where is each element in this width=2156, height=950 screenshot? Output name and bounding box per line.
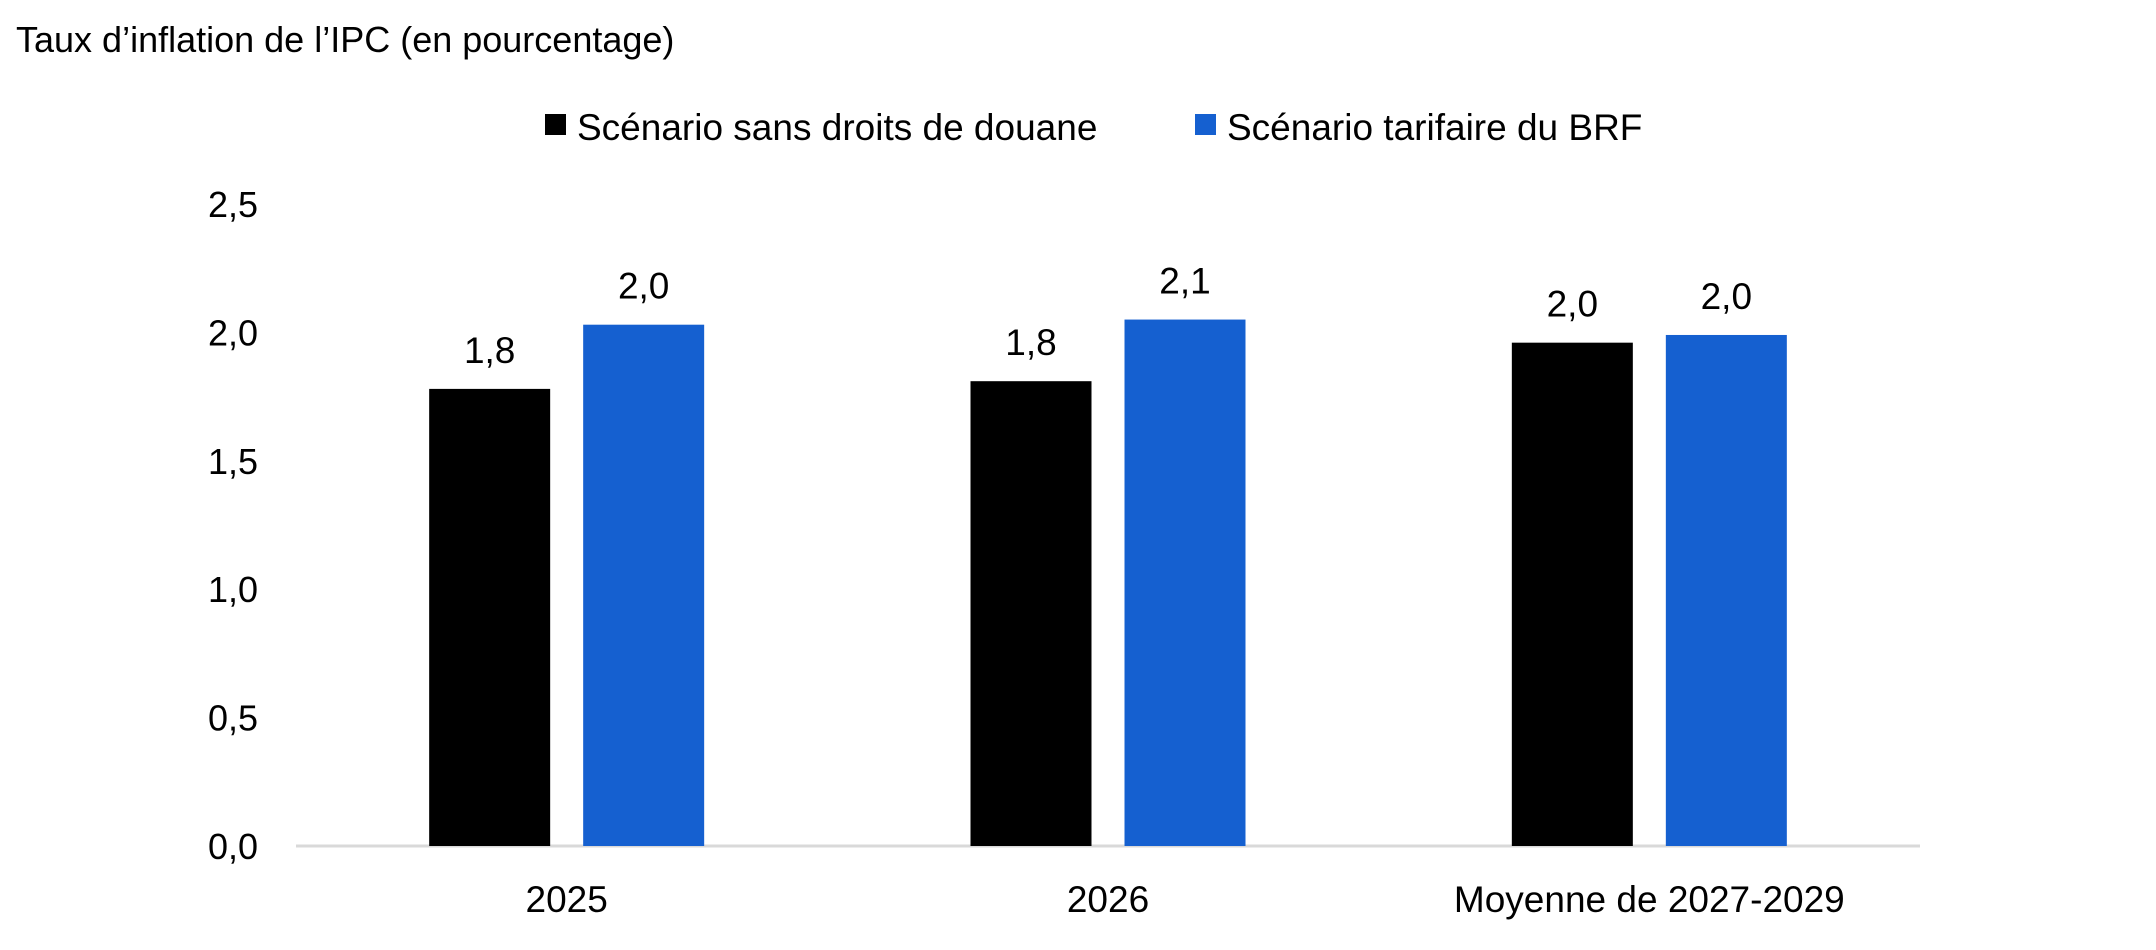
bar-data-label: 2,1 xyxy=(1159,261,1210,302)
legend-label-series-1: Scénario sans droits de douane xyxy=(577,107,1097,148)
x-axis-labels: 2025 2026 Moyenne de 2027-2029 xyxy=(526,879,1845,920)
bar-sans-droits xyxy=(970,381,1092,846)
bar-data-label: 2,0 xyxy=(618,266,669,307)
bar-data-label: 2,0 xyxy=(1701,276,1752,317)
x-category-label: Moyenne de 2027-2029 xyxy=(1454,879,1845,920)
x-category-label: 2026 xyxy=(1067,879,1149,920)
bar-tarifaire-brf xyxy=(1665,334,1787,846)
bar-data-label: 2,0 xyxy=(1547,284,1598,325)
data-labels: 1,8 2,0 1,8 2,1 2,0 2,0 xyxy=(464,261,1752,371)
y-tick-label: 0,0 xyxy=(208,826,258,867)
bar-sans-droits xyxy=(1511,342,1633,846)
legend: Scénario sans droits de douane Scénario … xyxy=(545,107,1642,148)
y-tick-label: 2,5 xyxy=(208,184,258,225)
legend-label-series-2: Scénario tarifaire du BRF xyxy=(1227,107,1642,148)
y-tick-label: 0,5 xyxy=(208,698,258,739)
y-tick-label: 1,5 xyxy=(208,441,258,482)
y-axis-title: Taux d’inflation de l’IPC (en pourcentag… xyxy=(16,19,674,60)
y-axis-ticks: 0,0 0,5 1,0 1,5 2,0 2,5 xyxy=(208,184,258,867)
bar-tarifaire-brf xyxy=(583,324,705,846)
bar-sans-droits xyxy=(429,388,551,846)
y-tick-label: 2,0 xyxy=(208,312,258,353)
bar-tarifaire-brf xyxy=(1124,319,1246,846)
bars xyxy=(429,319,1787,846)
x-category-label: 2025 xyxy=(526,879,608,920)
bar-data-label: 1,8 xyxy=(464,330,515,371)
bar-data-label: 1,8 xyxy=(1005,322,1056,363)
y-tick-label: 1,0 xyxy=(208,569,258,610)
legend-swatch-series-2 xyxy=(1195,114,1216,135)
legend-swatch-series-1 xyxy=(545,114,566,135)
